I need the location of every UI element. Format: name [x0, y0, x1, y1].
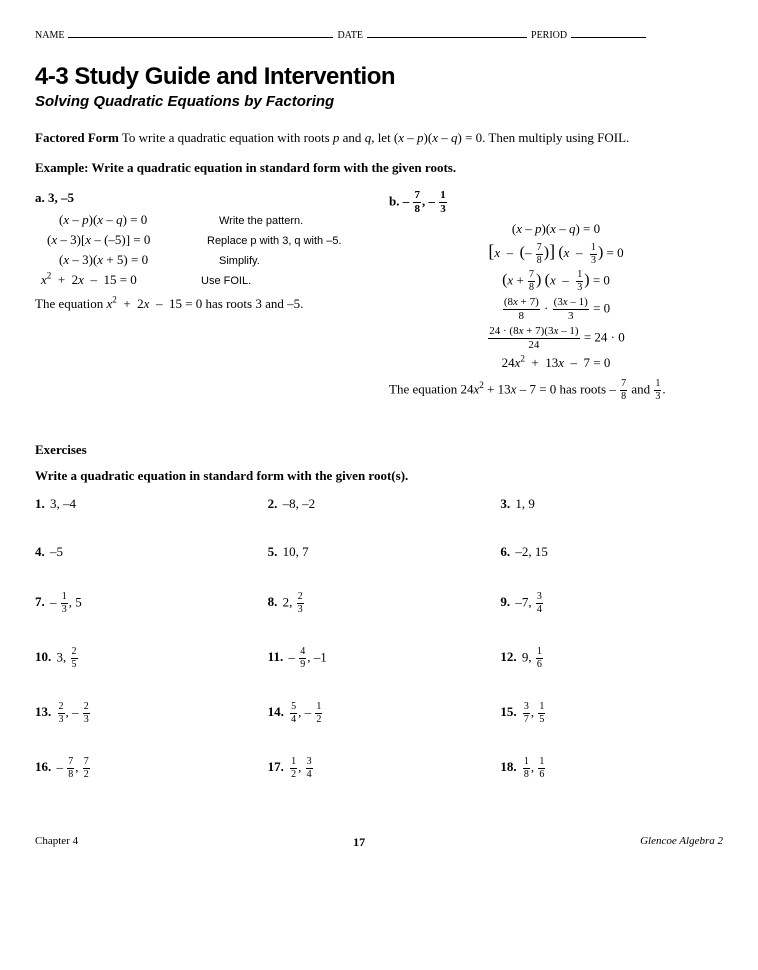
ex-a-label: a. 3, –5 [35, 190, 369, 206]
factored-form-lead: Factored Form To write a quadratic equat… [35, 130, 723, 146]
ex-a-step3-eq: (x – 3)(x + 5) = 0 [59, 252, 219, 268]
period-label: PERIOD [531, 30, 567, 41]
ex-9: 9. –7, 34 [500, 592, 723, 615]
footer-right: Glencoe Algebra 2 [640, 835, 723, 850]
example-b: b. – 78, – 13 (x – p)(x – q) = 0 [x – (–… [389, 190, 723, 402]
ex-a-conclusion: The equation x2 + 2x – 15 = 0 has roots … [35, 296, 369, 312]
ex-15: 15. 37, 15 [500, 702, 723, 725]
ex-18: 18. 18, 16 [500, 757, 723, 780]
exercises-heading: Exercises [35, 442, 723, 458]
exercise-grid: 1. 3, –4 2. –8, –2 3. 1, 9 4. –5 5. 10, … [35, 496, 723, 780]
example-columns: a. 3, –5 (x – p)(x – q) = 0 Write the pa… [35, 190, 723, 402]
ex-8: 8. 2, 23 [268, 592, 491, 615]
ex-2: 2. –8, –2 [268, 496, 491, 512]
ex-11: 11. – 49, –1 [268, 647, 491, 670]
ex-12: 12. 9, 16 [500, 647, 723, 670]
ex-b-l6: 24x2 + 13x – 7 = 0 [389, 355, 723, 371]
ex-b-l4: (8x + 7)8 · (3x – 1)3 = 0 [389, 297, 723, 322]
ex-a-step3-note: Simplify. [219, 255, 260, 267]
example-heading: Example: Write a quadratic equation in s… [35, 160, 723, 176]
ex-a-step4-eq: x2 + 2x – 15 = 0 [41, 272, 201, 288]
ex-10: 10. 3, 25 [35, 647, 258, 670]
ex-5: 5. 10, 7 [268, 544, 491, 560]
exercises-sub: Write a quadratic equation in standard f… [35, 468, 723, 484]
period-blank[interactable] [571, 37, 646, 38]
ex-a-step1-eq: (x – p)(x – q) = 0 [59, 212, 219, 228]
ex-7: 7. – 13, 5 [35, 592, 258, 615]
name-blank[interactable] [68, 37, 333, 38]
ex-b-l5: 24 · (8x + 7)(3x – 1)24 = 24 · 0 [389, 326, 723, 351]
date-blank[interactable] [367, 37, 527, 38]
footer-center: 17 [353, 835, 365, 850]
ex-a-step2-note: Replace p with 3, q with –5. [207, 235, 342, 247]
page-subtitle: Solving Quadratic Equations by Factoring [35, 93, 723, 110]
example-a: a. 3, –5 (x – p)(x – q) = 0 Write the pa… [35, 190, 369, 402]
ex-1: 1. 3, –4 [35, 496, 258, 512]
header-fields: NAME DATE PERIOD [35, 30, 723, 41]
ex-a-step1-note: Write the pattern. [219, 215, 303, 227]
ex-b-l3: (x + 78) (x – 13) = 0 [389, 270, 723, 293]
ex-3: 3. 1, 9 [500, 496, 723, 512]
ex-4: 4. –5 [35, 544, 258, 560]
ex-6: 6. –2, 15 [500, 544, 723, 560]
ex-a-step2-eq: (x – 3)[x – (–5)] = 0 [47, 232, 207, 248]
ex-17: 17. 12, 34 [268, 757, 491, 780]
date-label: DATE [337, 30, 363, 41]
ex-b-label: b. – 78, – 13 [389, 190, 723, 215]
lead-bold: Factored Form [35, 130, 119, 145]
ex-b-conclusion: The equation 24x2 + 13x – 7 = 0 has root… [389, 379, 723, 402]
footer-left: Chapter 4 [35, 835, 78, 850]
page-title: 4-3 Study Guide and Intervention [35, 63, 723, 91]
ex-b-l1: (x – p)(x – q) = 0 [389, 221, 723, 237]
ex-16: 16. – 78, 72 [35, 757, 258, 780]
ex-13: 13. 23, – 23 [35, 702, 258, 725]
page-footer: Chapter 4 17 Glencoe Algebra 2 [35, 835, 723, 850]
ex-14: 14. 54, – 12 [268, 702, 491, 725]
ex-a-step4-note: Use FOIL. [201, 275, 251, 287]
ex-b-l2: [x – (– 78)] (x – 13) = 0 [389, 241, 723, 266]
name-label: NAME [35, 30, 64, 41]
